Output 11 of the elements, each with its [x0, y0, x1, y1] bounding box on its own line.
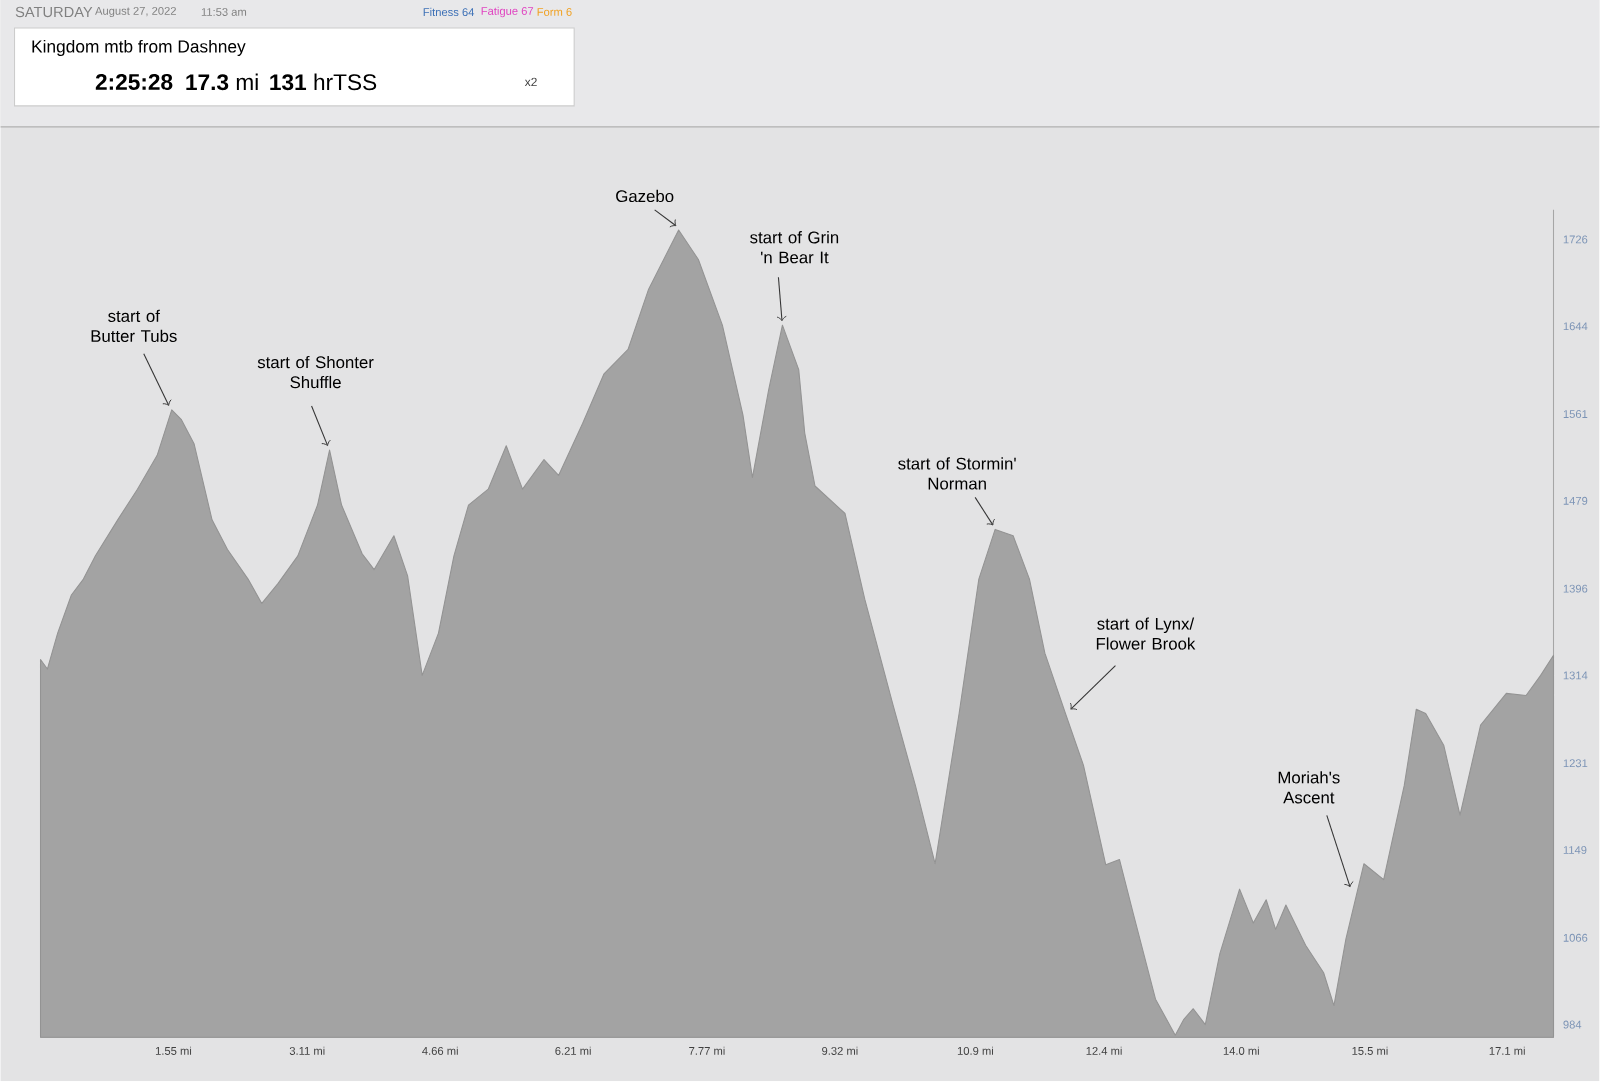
annotation: start of Shonter Shuffle	[257, 356, 374, 389]
annotation: Moriah's Ascent	[1278, 771, 1340, 804]
text: 17.3 mi	[186, 73, 258, 91]
text: 2:25:28	[95, 74, 173, 91]
annotation: Gazebo	[616, 190, 674, 203]
annotation: start of Grin 'n Bear It	[750, 231, 839, 264]
annotation: start of Stormin' Norman	[898, 457, 1016, 490]
chart-title: Kingdom mtb from Dashney	[32, 40, 246, 57]
annotation: start of Butter Tubs	[91, 310, 177, 343]
text: 131 hrTSS	[270, 73, 377, 91]
annotation: start of Lynx/ Flower Brook	[1096, 617, 1196, 651]
